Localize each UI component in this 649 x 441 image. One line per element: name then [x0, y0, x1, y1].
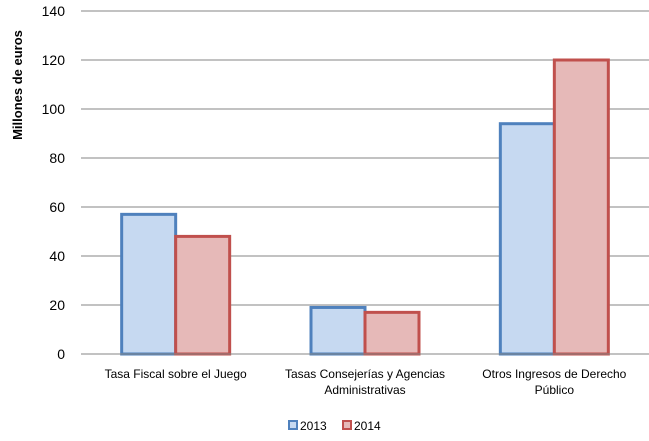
legend-swatch-2014: [342, 420, 352, 430]
y-tick-label: 80: [49, 150, 65, 166]
legend: 2013 2014: [288, 419, 381, 433]
x-category-label: Tasas Consejerías y Agencias: [285, 367, 445, 381]
y-tick-label: 100: [42, 101, 66, 117]
bar-2014-1: [174, 234, 232, 356]
y-tick-label: 40: [49, 248, 65, 264]
bar-2014-3: [552, 58, 610, 356]
y-tick-label: 140: [42, 3, 66, 19]
bar-2014-2: [363, 310, 421, 356]
bar-2013-3: [498, 122, 556, 356]
bar-2013-1: [120, 212, 178, 356]
y-tick-label: 0: [57, 346, 65, 362]
y-axis-label: Millones de euros: [10, 30, 25, 140]
legend-label: 2013: [300, 419, 327, 433]
x-category-label: Otros Ingresos de Derecho: [482, 367, 626, 381]
x-category-label: Público: [535, 383, 575, 397]
x-axis-categories: Tasa Fiscal sobre el Juego Tasas Consejer…: [105, 367, 627, 397]
legend-label: 2014: [354, 419, 381, 433]
x-category-label: Tasa Fiscal sobre el Juego: [105, 367, 247, 381]
bar-2013-2: [309, 305, 367, 356]
legend-swatch-2013: [288, 420, 298, 430]
x-category-label: Administrativas: [324, 383, 405, 397]
y-tick-label: 60: [49, 199, 65, 215]
y-tick-label: 20: [49, 297, 65, 313]
bars: [120, 58, 610, 356]
y-tick-label: 120: [42, 52, 66, 68]
y-axis-ticks: 0 20 40 60 80 100 120 140: [42, 3, 66, 362]
